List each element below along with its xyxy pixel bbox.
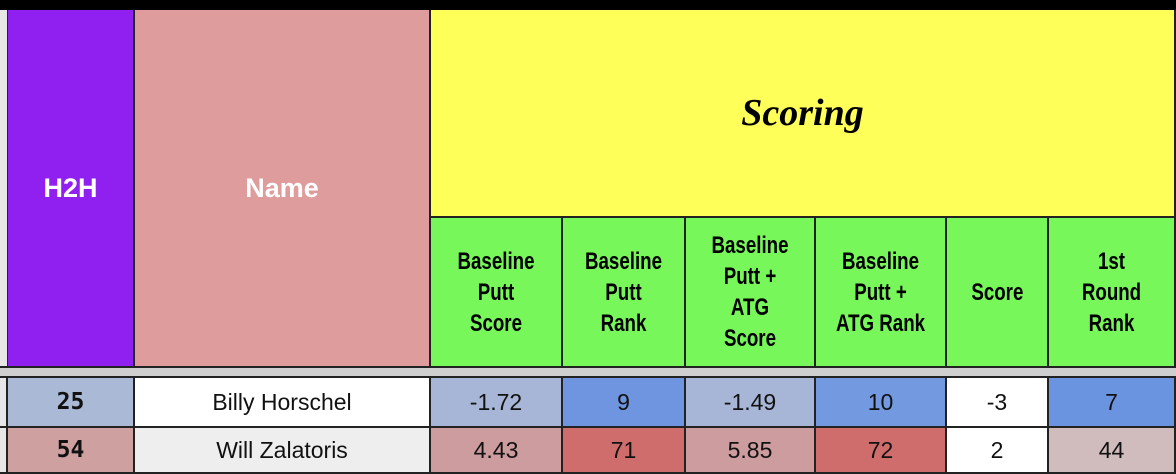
label: Baseline Putt + ATG Rank (835, 247, 926, 337)
frozen-divider (0, 368, 1176, 378)
data-cell: 71 (563, 428, 686, 474)
label: Baseline Putt Rank (584, 247, 663, 337)
label: 1st Round Rank (1081, 247, 1142, 337)
data-cell: 2 (947, 428, 1049, 474)
group-header: Scoring (431, 10, 1176, 218)
data-cell: -1.72 (431, 378, 563, 428)
label: Baseline Putt + ATG Score (711, 232, 789, 352)
row-header-strip (0, 10, 8, 368)
row-header (0, 428, 8, 474)
h2h-cell: 25 (8, 378, 135, 428)
data-cell: 10 (816, 378, 947, 428)
subheader: 1st Round Rank (1049, 218, 1176, 368)
data-cell: 4.43 (431, 428, 563, 474)
data-cell: -1.49 (686, 378, 816, 428)
subheader: Baseline Putt + ATG Score (686, 218, 816, 368)
subheader: Score (947, 218, 1049, 368)
subheader: Baseline Putt Rank (563, 218, 686, 368)
data-cell: 7 (1049, 378, 1176, 428)
label: Score (970, 278, 1024, 306)
data-cell: 5.85 (686, 428, 816, 474)
name-cell: Billy Horschel (135, 378, 431, 428)
label: Baseline Putt Score (457, 247, 535, 337)
column-header: H2H (8, 10, 135, 368)
subheader: Baseline Putt Score (431, 218, 563, 368)
data-cell: 44 (1049, 428, 1176, 474)
subheader: Baseline Putt + ATG Rank (816, 218, 947, 368)
h2h-cell: 54 (8, 428, 135, 474)
name-cell: Will Zalatoris (135, 428, 431, 474)
data-cell: 9 (563, 378, 686, 428)
row-header (0, 378, 8, 428)
column-header: Name (135, 10, 431, 368)
data-cell: 72 (816, 428, 947, 474)
data-cell: -3 (947, 378, 1049, 428)
